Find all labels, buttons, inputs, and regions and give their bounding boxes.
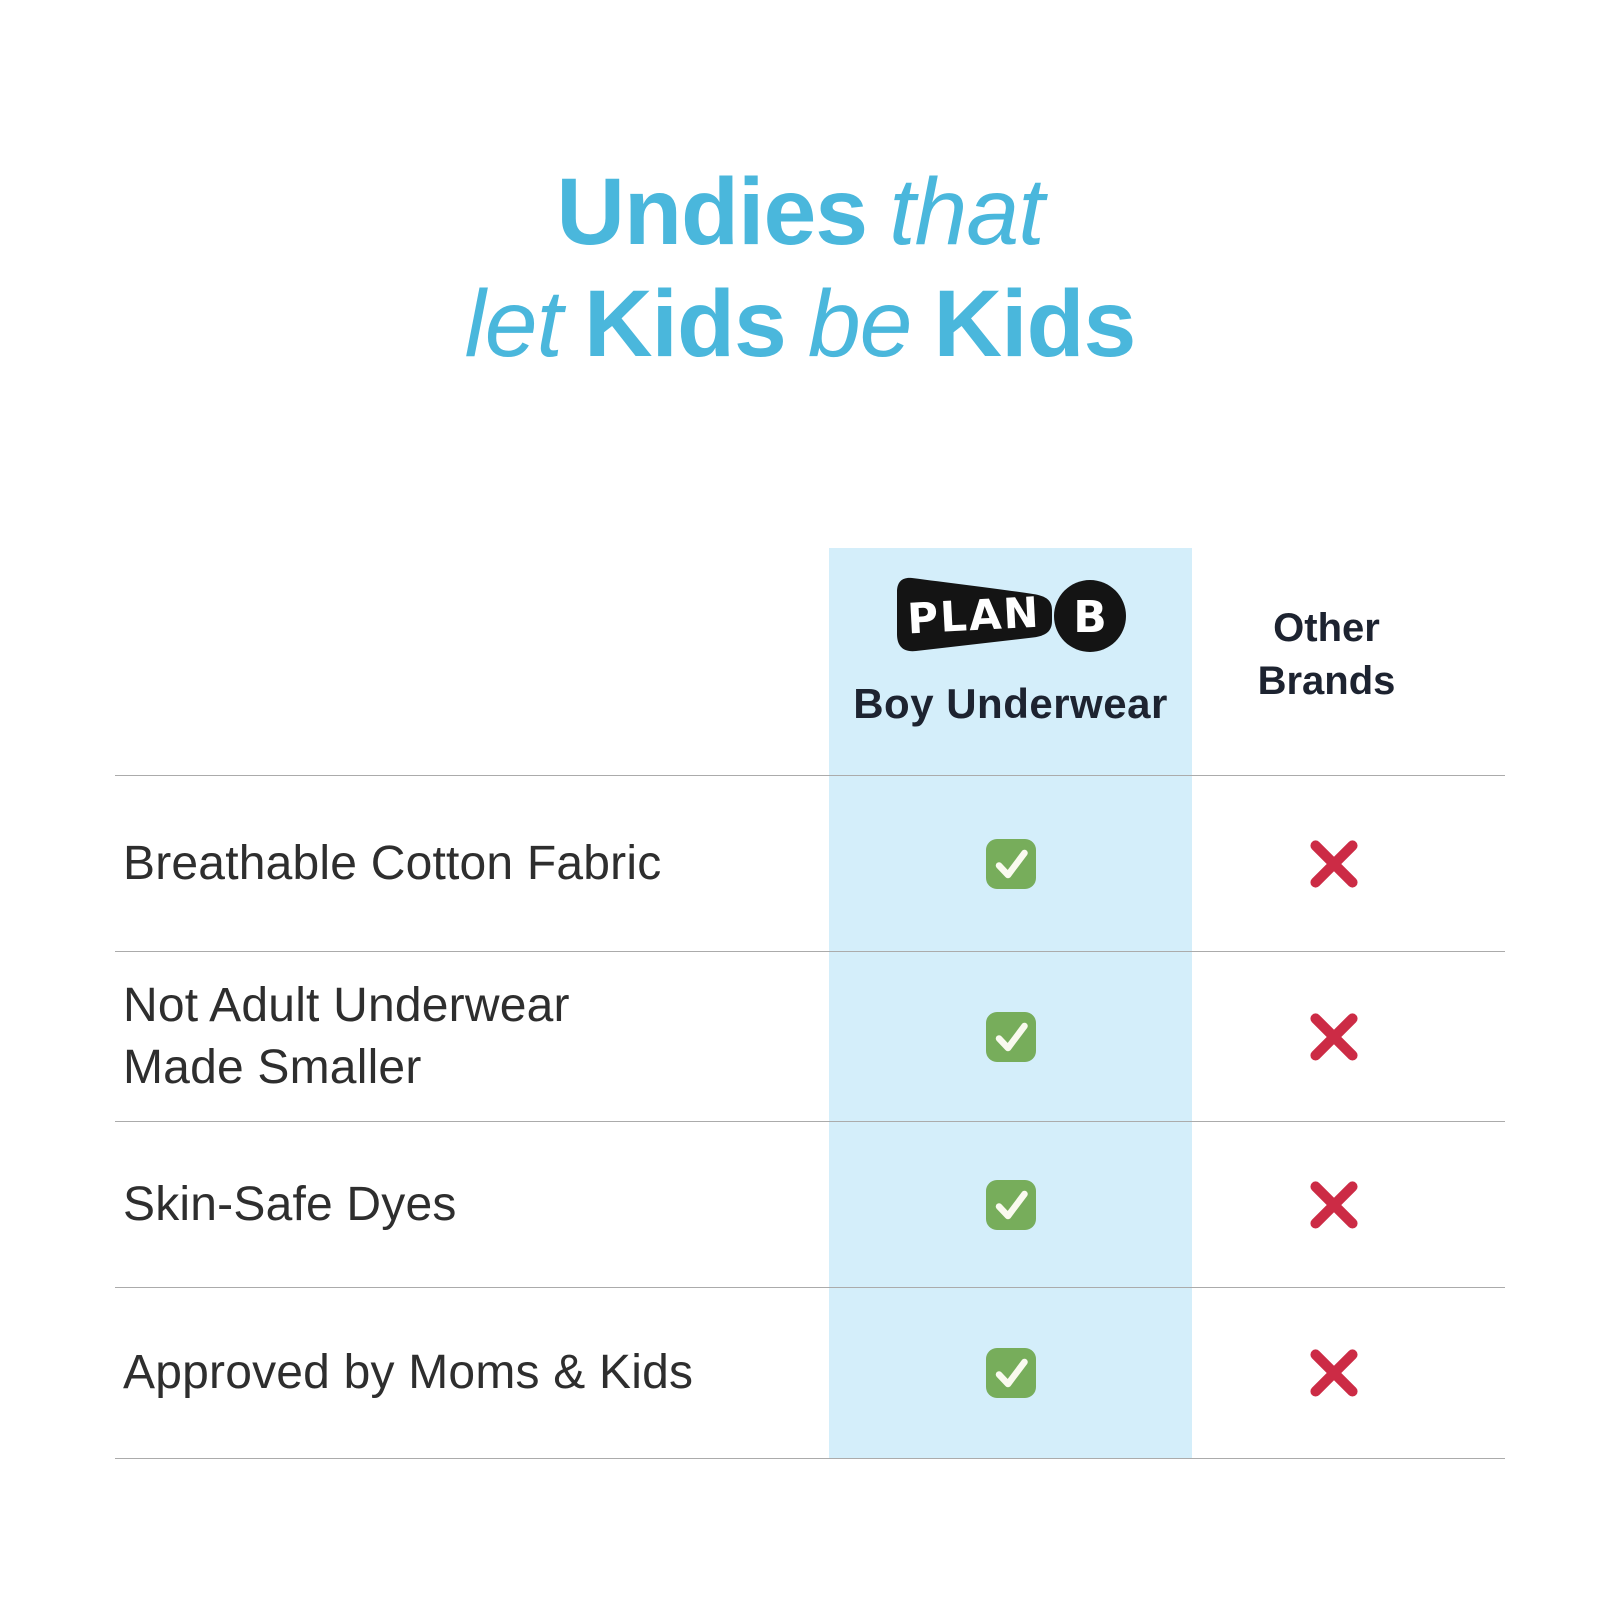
comparison-table: PLAN B Boy Underwear Other Brands Breath…: [115, 548, 1505, 1459]
logo-b-text: B: [1073, 592, 1107, 643]
page-title: Undies that let Kids be Kids: [0, 156, 1600, 380]
cross-icon: [1308, 1011, 1360, 1063]
check-icon: [985, 1179, 1037, 1231]
header-empty-cell: [115, 548, 829, 775]
other-value-cell: [1192, 776, 1505, 951]
brand-column-highlight: [829, 548, 1192, 1459]
plan-b-logo: PLAN B: [896, 577, 1126, 652]
title-word-be: be: [807, 271, 913, 377]
check-icon: [985, 1011, 1037, 1063]
title-word-undies: Undies: [556, 159, 868, 265]
cross-icon: [1308, 1179, 1360, 1231]
logo-b-circle: [1053, 580, 1126, 652]
title-line-2: let Kids be Kids: [0, 268, 1600, 380]
check-icon: [985, 838, 1037, 890]
feature-label: Skin-Safe Dyes: [123, 1177, 457, 1231]
table-row: Approved by Moms & Kids: [115, 1288, 1505, 1459]
check-icon: [985, 1347, 1037, 1399]
other-brands-header: Other Brands: [1257, 605, 1396, 703]
title-word-kids-1: Kids: [583, 271, 787, 377]
brand-value-cell: [829, 1122, 1192, 1287]
feature-label: Breathable Cotton Fabric: [123, 836, 662, 890]
title-word-kids-2: Kids: [933, 271, 1137, 377]
brand-value-cell: [829, 1288, 1192, 1458]
title-line-1: Undies that: [0, 156, 1600, 268]
logo-plan-text: PLAN: [906, 588, 1042, 644]
feature-label: Not Adult Underwear Made Smaller: [123, 978, 570, 1094]
other-value-cell: [1192, 1288, 1505, 1458]
title-word-let: let: [464, 271, 563, 377]
other-value-cell: [1192, 1122, 1505, 1287]
other-value-cell: [1192, 952, 1505, 1121]
brand-header-cell: PLAN B Boy Underwear: [829, 548, 1192, 775]
feature-label: Approved by Moms & Kids: [123, 1346, 694, 1399]
table-row: Skin-Safe Dyes: [115, 1122, 1505, 1288]
brand-subtitle: Boy Underwear: [853, 680, 1168, 727]
brand-value-cell: [829, 776, 1192, 951]
table-header-row: PLAN B Boy Underwear Other Brands: [115, 548, 1505, 776]
cross-icon: [1308, 1347, 1360, 1399]
table-row: Not Adult Underwear Made Smaller: [115, 952, 1505, 1122]
table-row: Breathable Cotton Fabric: [115, 776, 1505, 952]
logo-blob-shape: [896, 577, 1052, 652]
title-word-that: that: [889, 159, 1044, 265]
cross-icon: [1308, 838, 1360, 890]
brand-value-cell: [829, 952, 1192, 1121]
